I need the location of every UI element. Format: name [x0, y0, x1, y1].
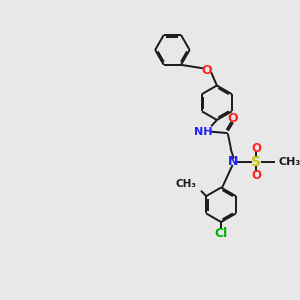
- Text: N: N: [228, 155, 239, 168]
- Text: O: O: [202, 64, 212, 77]
- Text: O: O: [228, 112, 238, 125]
- Text: CH₃: CH₃: [279, 157, 300, 167]
- Text: CH₃: CH₃: [175, 179, 196, 189]
- Text: NH: NH: [194, 127, 212, 136]
- Text: Cl: Cl: [214, 227, 228, 241]
- Text: S: S: [251, 155, 261, 169]
- Text: O: O: [251, 142, 261, 155]
- Text: O: O: [251, 169, 261, 182]
